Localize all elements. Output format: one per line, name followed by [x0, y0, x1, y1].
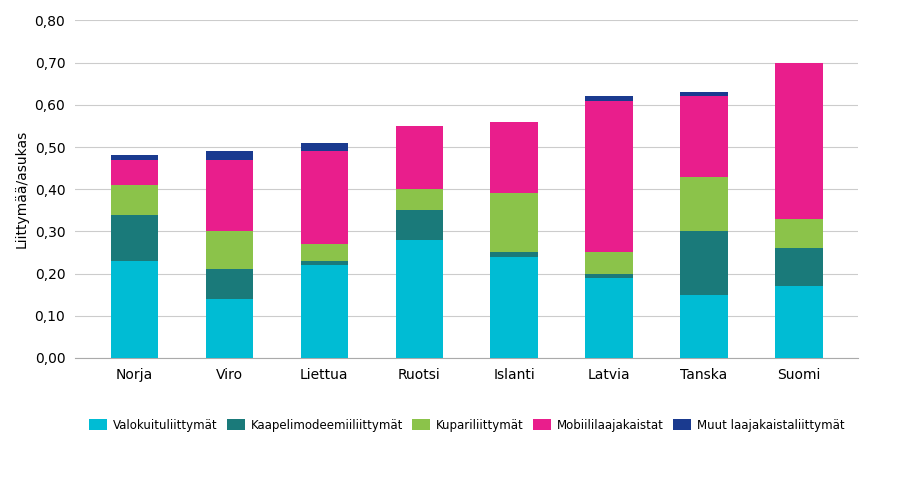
- Bar: [491, 252, 538, 257]
- Y-axis label: Liittymää/asukas: Liittymää/asukas: [15, 130, 29, 248]
- Bar: [300, 143, 348, 151]
- Bar: [300, 261, 348, 265]
- Bar: [395, 189, 443, 210]
- Bar: [205, 270, 253, 299]
- Bar: [681, 96, 728, 177]
- Bar: [205, 160, 253, 231]
- Bar: [205, 151, 253, 160]
- Bar: [681, 177, 728, 231]
- Bar: [110, 261, 158, 358]
- Bar: [586, 273, 633, 278]
- Bar: [205, 231, 253, 270]
- Bar: [300, 151, 348, 244]
- Bar: [110, 160, 158, 185]
- Bar: [776, 286, 823, 358]
- Bar: [205, 299, 253, 358]
- Bar: [491, 257, 538, 358]
- Bar: [776, 248, 823, 286]
- Bar: [110, 185, 158, 215]
- Bar: [300, 244, 348, 261]
- Bar: [395, 126, 443, 189]
- Bar: [586, 101, 633, 252]
- Bar: [395, 210, 443, 240]
- Bar: [300, 265, 348, 358]
- Bar: [586, 252, 633, 273]
- Bar: [681, 231, 728, 295]
- Bar: [776, 63, 823, 218]
- Bar: [681, 92, 728, 96]
- Bar: [491, 193, 538, 252]
- Bar: [681, 295, 728, 358]
- Legend: Valokuituliittymät, Kaapelimodeemiiliittymät, Kupariliittymät, Mobiililaajakaist: Valokuituliittymät, Kaapelimodeemiiliitt…: [84, 414, 849, 436]
- Bar: [110, 156, 158, 160]
- Bar: [586, 96, 633, 101]
- Bar: [586, 278, 633, 358]
- Bar: [110, 215, 158, 261]
- Bar: [776, 218, 823, 248]
- Bar: [395, 240, 443, 358]
- Bar: [491, 122, 538, 193]
